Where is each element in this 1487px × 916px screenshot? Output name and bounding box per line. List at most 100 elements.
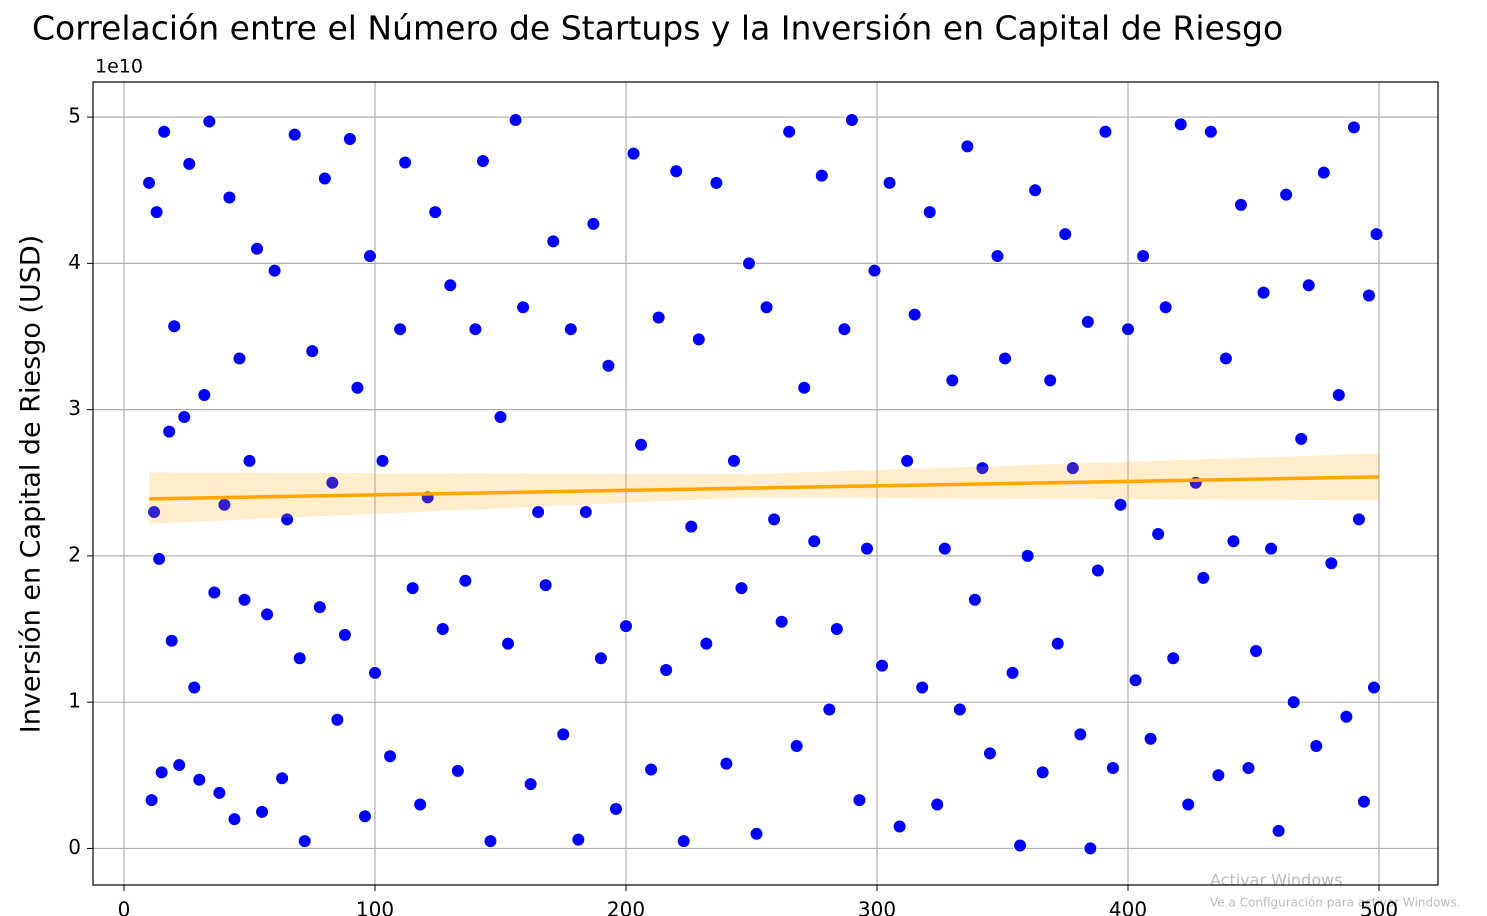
point (232, 351, 247, 366)
point (1181, 797, 1196, 812)
point (1080, 314, 1095, 329)
point (789, 739, 804, 754)
point (342, 132, 357, 147)
point (1028, 183, 1043, 198)
point (157, 124, 172, 139)
point (1050, 636, 1065, 651)
point (546, 234, 561, 249)
point (608, 801, 623, 816)
point (882, 175, 897, 190)
point (1331, 388, 1346, 403)
point (782, 124, 797, 139)
point (172, 758, 187, 773)
point (275, 771, 290, 786)
point (297, 834, 312, 849)
point (1128, 673, 1143, 688)
point (659, 662, 674, 677)
point (774, 614, 789, 629)
point (1098, 124, 1113, 139)
point (255, 804, 270, 819)
point (593, 651, 608, 666)
point (187, 680, 202, 695)
point (852, 793, 867, 808)
point (556, 727, 571, 742)
point (1356, 794, 1371, 809)
point (305, 344, 320, 359)
y-axis-label: Inversión en Capital de Riesgo (USD) (16, 235, 47, 733)
point (1361, 288, 1376, 303)
x-tick-label: 500 (1360, 898, 1398, 916)
point (267, 263, 282, 278)
point (767, 512, 782, 527)
watermark: Activar Windows (1210, 871, 1343, 890)
point (458, 573, 473, 588)
point (413, 797, 428, 812)
point (930, 797, 945, 812)
point (147, 505, 162, 520)
point (1316, 165, 1331, 180)
point (1309, 739, 1324, 754)
point (726, 453, 741, 468)
point (197, 388, 212, 403)
point (676, 834, 691, 849)
point (619, 619, 634, 634)
point (578, 505, 593, 520)
point (875, 658, 890, 673)
x-tick-label: 400 (1109, 898, 1147, 916)
point (1286, 695, 1301, 710)
point (1073, 727, 1088, 742)
point (867, 263, 882, 278)
point (357, 809, 372, 824)
point (330, 712, 345, 727)
point (1226, 534, 1241, 549)
point (915, 680, 930, 695)
point (1351, 512, 1366, 527)
point (1324, 556, 1339, 571)
y-offset-label: 1e10 (95, 56, 143, 78)
point (1121, 322, 1136, 337)
point (405, 581, 420, 596)
point (837, 322, 852, 337)
point (207, 585, 222, 600)
y-tick-label: 1 (68, 689, 81, 713)
point (260, 607, 275, 622)
x-tick-label: 100 (356, 898, 394, 916)
point (1043, 373, 1058, 388)
point (651, 310, 666, 325)
point (907, 307, 922, 322)
point (990, 249, 1005, 264)
point (960, 139, 975, 154)
point (475, 153, 490, 168)
point (368, 665, 383, 680)
point (1020, 548, 1035, 563)
point (1173, 117, 1188, 132)
point (1339, 709, 1354, 724)
point (538, 578, 553, 593)
point (626, 146, 641, 161)
y-tick-label: 2 (68, 542, 81, 566)
point (398, 155, 413, 170)
point (1301, 278, 1316, 293)
point (634, 437, 649, 452)
point (1166, 651, 1181, 666)
y-tick-label: 4 (68, 250, 81, 274)
point (516, 300, 531, 315)
point (563, 322, 578, 337)
point (741, 256, 756, 271)
point (242, 453, 257, 468)
point (1346, 120, 1361, 135)
point (468, 322, 483, 337)
point (523, 777, 538, 792)
point (699, 636, 714, 651)
point (362, 249, 377, 264)
point (393, 322, 408, 337)
plot-frame (92, 81, 1439, 886)
point (325, 475, 340, 490)
point (814, 168, 829, 183)
point (1211, 768, 1226, 783)
point (1083, 841, 1098, 856)
point (383, 749, 398, 764)
point (182, 156, 197, 171)
point (900, 453, 915, 468)
point (1151, 526, 1166, 541)
